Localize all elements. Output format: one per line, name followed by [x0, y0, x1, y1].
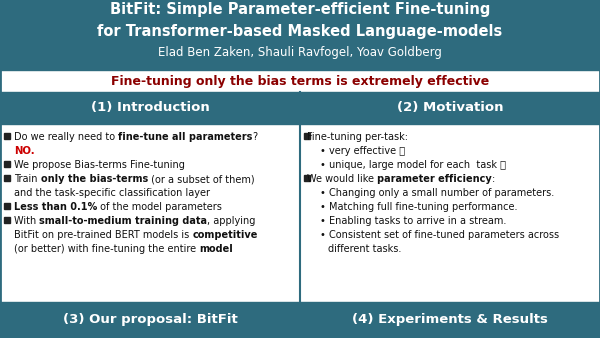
Bar [0, 92, 300, 124]
Bar [300, 302, 600, 338]
Text: • Enabling tasks to arrive in a stream.: • Enabling tasks to arrive in a stream. [320, 216, 506, 226]
Bar [0, 70, 600, 92]
Text: parameter efficiency: parameter efficiency [377, 174, 492, 184]
Text: (3) Our proposal: BitFit: (3) Our proposal: BitFit [62, 314, 238, 327]
Text: and the task-specific classification layer: and the task-specific classification lay… [14, 188, 210, 198]
Text: Train: Train [14, 174, 41, 184]
Bar [300, 124, 600, 302]
Text: different tasks.: different tasks. [328, 244, 401, 254]
Text: • unique, large model for each  task 🙁: • unique, large model for each task 🙁 [320, 160, 506, 170]
Text: We would like: We would like [307, 174, 377, 184]
Text: for Transformer-based Masked Language-models: for Transformer-based Masked Language-mo… [97, 24, 503, 39]
Text: BitFit: Simple Parameter-efficient Fine-tuning: BitFit: Simple Parameter-efficient Fine-… [110, 2, 490, 17]
Text: Fine-tuning only the bias terms is extremely effective: Fine-tuning only the bias terms is extre… [111, 74, 489, 88]
Text: With: With [14, 216, 40, 226]
Text: (2) Motivation: (2) Motivation [397, 101, 503, 115]
Text: (1) Introduction: (1) Introduction [91, 101, 209, 115]
Bar [0, 0, 600, 70]
Text: competitive: competitive [193, 230, 258, 240]
Text: :: : [492, 174, 495, 184]
Text: Fine-tuning per-task:: Fine-tuning per-task: [307, 132, 408, 142]
Text: Elad Ben Zaken, Shauli Ravfogel, Yoav Goldberg: Elad Ben Zaken, Shauli Ravfogel, Yoav Go… [158, 46, 442, 59]
Text: BitFit on pre-trained BERT models is: BitFit on pre-trained BERT models is [14, 230, 193, 240]
Text: (or better) with fine-tuning the entire: (or better) with fine-tuning the entire [14, 244, 199, 254]
Text: only the bias-terms: only the bias-terms [41, 174, 148, 184]
Text: ?: ? [253, 132, 258, 142]
Text: We propose Bias-terms Fine-tuning: We propose Bias-terms Fine-tuning [14, 160, 185, 170]
Text: • Changing only a small number of parameters.: • Changing only a small number of parame… [320, 188, 554, 198]
Text: small-to-medium training data: small-to-medium training data [40, 216, 208, 226]
Text: Do we really need to: Do we really need to [14, 132, 118, 142]
Text: of the model parameters: of the model parameters [97, 202, 222, 212]
Bar [300, 92, 600, 124]
Text: , applying: , applying [208, 216, 256, 226]
Bar [0, 302, 300, 338]
Text: • Matching full fine-tuning performance.: • Matching full fine-tuning performance. [320, 202, 517, 212]
Bar [0, 124, 300, 302]
Text: Less than 0.1%: Less than 0.1% [14, 202, 97, 212]
Text: • Consistent set of fine-tuned parameters across: • Consistent set of fine-tuned parameter… [320, 230, 559, 240]
Text: • very effective 🙂: • very effective 🙂 [320, 146, 405, 156]
Text: NO.: NO. [14, 146, 35, 156]
Text: (4) Experiments & Results: (4) Experiments & Results [352, 314, 548, 327]
Text: (or a subset of them): (or a subset of them) [148, 174, 254, 184]
Text: model: model [199, 244, 233, 254]
Text: fine-tune all parameters: fine-tune all parameters [118, 132, 253, 142]
